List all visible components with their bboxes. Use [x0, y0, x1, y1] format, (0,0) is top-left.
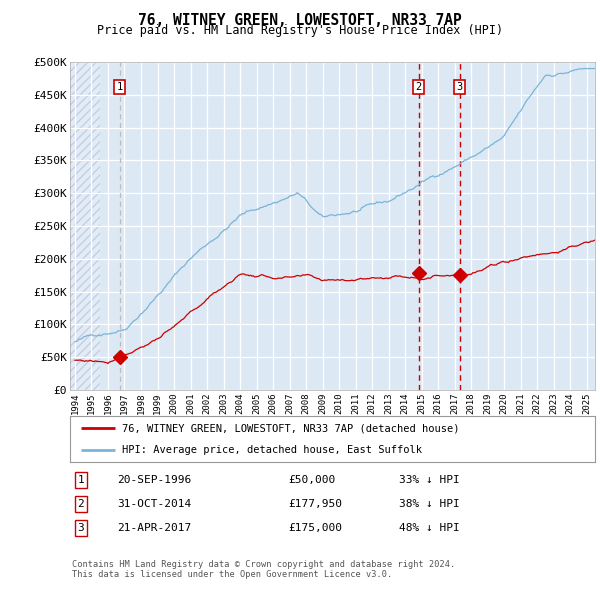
Text: 21-APR-2017: 21-APR-2017	[117, 523, 191, 533]
Text: £50,000: £50,000	[288, 475, 335, 485]
Text: 31-OCT-2014: 31-OCT-2014	[117, 499, 191, 509]
Text: 48% ↓ HPI: 48% ↓ HPI	[399, 523, 460, 533]
Text: 1: 1	[77, 475, 85, 485]
Text: 76, WITNEY GREEN, LOWESTOFT, NR33 7AP: 76, WITNEY GREEN, LOWESTOFT, NR33 7AP	[138, 13, 462, 28]
Text: Price paid vs. HM Land Registry's House Price Index (HPI): Price paid vs. HM Land Registry's House …	[97, 24, 503, 37]
Text: £177,950: £177,950	[288, 499, 342, 509]
Text: 1: 1	[117, 82, 123, 92]
Text: 3: 3	[457, 82, 463, 92]
Bar	[70, 62, 100, 390]
Text: 33% ↓ HPI: 33% ↓ HPI	[399, 475, 460, 485]
Text: Contains HM Land Registry data © Crown copyright and database right 2024.
This d: Contains HM Land Registry data © Crown c…	[72, 560, 455, 579]
Text: 3: 3	[77, 523, 85, 533]
Text: 2: 2	[77, 499, 85, 509]
Text: 20-SEP-1996: 20-SEP-1996	[117, 475, 191, 485]
Text: £175,000: £175,000	[288, 523, 342, 533]
Text: 76, WITNEY GREEN, LOWESTOFT, NR33 7AP (detached house): 76, WITNEY GREEN, LOWESTOFT, NR33 7AP (d…	[122, 424, 460, 434]
Bar	[70, 62, 100, 390]
Text: 38% ↓ HPI: 38% ↓ HPI	[399, 499, 460, 509]
Text: HPI: Average price, detached house, East Suffolk: HPI: Average price, detached house, East…	[122, 445, 422, 454]
Text: 2: 2	[416, 82, 422, 92]
